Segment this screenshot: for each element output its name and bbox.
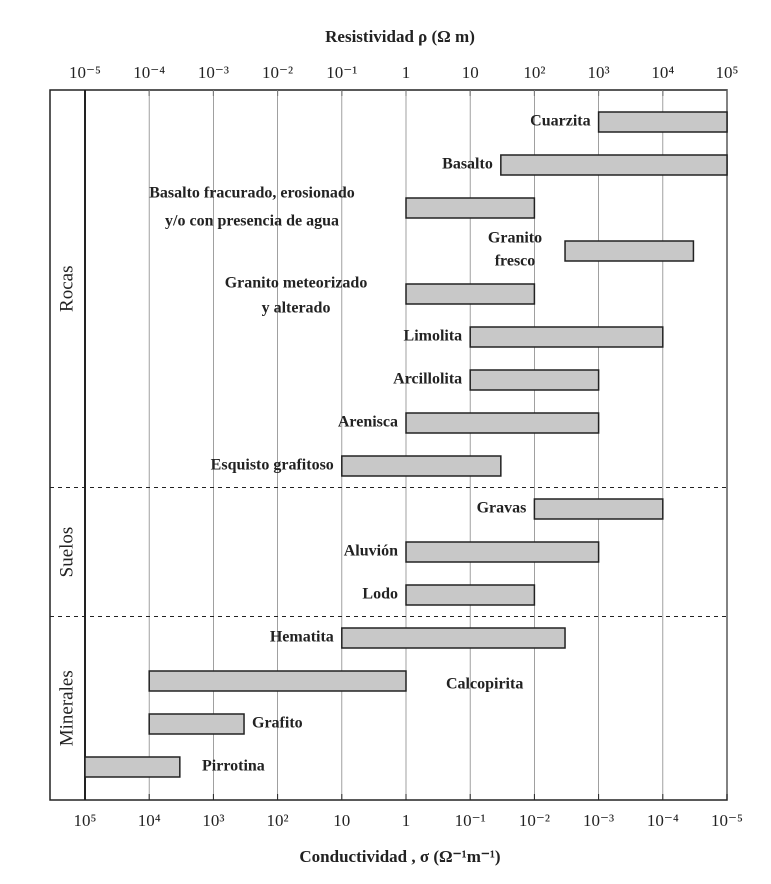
x2-tick-label: 10⁻³	[583, 811, 614, 830]
bar	[148, 670, 407, 692]
bar	[84, 756, 181, 778]
x-tick-label: 10	[462, 63, 479, 82]
x2-tick-label: 10⁴	[138, 811, 161, 830]
bar	[405, 283, 536, 305]
x-tick-label: 10⁵	[716, 63, 739, 82]
x-tick-label: 10²	[523, 63, 545, 82]
bar	[597, 111, 728, 133]
x2-tick-label: 10⁻¹	[455, 811, 486, 830]
bar	[533, 498, 664, 520]
bar	[148, 713, 245, 735]
bar-label: Basalto	[442, 156, 493, 173]
bar	[405, 197, 536, 219]
bar	[500, 154, 728, 176]
x2-axis-title: Conductividad , σ (Ω⁻¹m⁻¹)	[299, 847, 500, 866]
bar-label: Gravas	[477, 500, 527, 517]
bar	[405, 541, 600, 563]
group-label: Minerales	[56, 670, 77, 746]
x2-tick-label: 10²	[267, 811, 289, 830]
bar-label: Grafito	[252, 715, 303, 732]
bar-label: Calcopirita	[446, 676, 523, 693]
bar-label: Arcillolita	[393, 371, 462, 388]
x2-tick-label: 10⁻²	[519, 811, 550, 830]
group-label: Rocas	[56, 266, 77, 312]
bar	[564, 240, 695, 262]
bar-label: Pirrotina	[202, 758, 265, 775]
bar-label: Limolita	[404, 328, 463, 345]
bar-label: y alterado	[262, 300, 331, 317]
bar-label: y/o con presencia de agua	[165, 213, 339, 230]
group-label: Suelos	[56, 527, 77, 578]
bar	[469, 369, 600, 391]
x-tick-label: 10⁴	[651, 63, 674, 82]
bar-label: Hematita	[270, 629, 334, 646]
x2-tick-label: 10⁻⁵	[711, 811, 743, 830]
x-tick-label: 10⁻⁴	[133, 63, 165, 82]
bar-label: Lodo	[362, 586, 398, 603]
x2-tick-label: 1	[402, 811, 411, 830]
bar-label: Aluvión	[344, 543, 398, 560]
x-tick-label: 10⁻³	[198, 63, 229, 82]
x-axis-title: Resistividad ρ (Ω m)	[325, 27, 475, 46]
bar-label: Esquisto grafitoso	[211, 457, 334, 474]
x-tick-label: 10³	[588, 63, 610, 82]
x2-tick-label: 10³	[202, 811, 224, 830]
bar-label: Basalto fracurado, erosionado	[149, 185, 354, 202]
bar	[341, 627, 566, 649]
bar-label: Arenisca	[338, 414, 398, 431]
bar-label: Granito	[488, 230, 542, 247]
x2-tick-label: 10	[333, 811, 350, 830]
bar	[469, 326, 664, 348]
x-tick-label: 10⁻¹	[326, 63, 357, 82]
bar-label: Granito meteorizado	[225, 275, 368, 292]
bar-label: Cuarzita	[530, 113, 590, 130]
x-tick-label: 10⁻⁵	[69, 63, 101, 82]
bar	[405, 412, 600, 434]
bar	[341, 455, 502, 477]
x2-tick-label: 10⁻⁴	[647, 811, 679, 830]
x-tick-label: 1	[402, 63, 411, 82]
x2-tick-label: 10⁵	[74, 811, 97, 830]
bar	[405, 584, 536, 606]
bar-label: fresco	[495, 253, 536, 270]
x-tick-label: 10⁻²	[262, 63, 293, 82]
